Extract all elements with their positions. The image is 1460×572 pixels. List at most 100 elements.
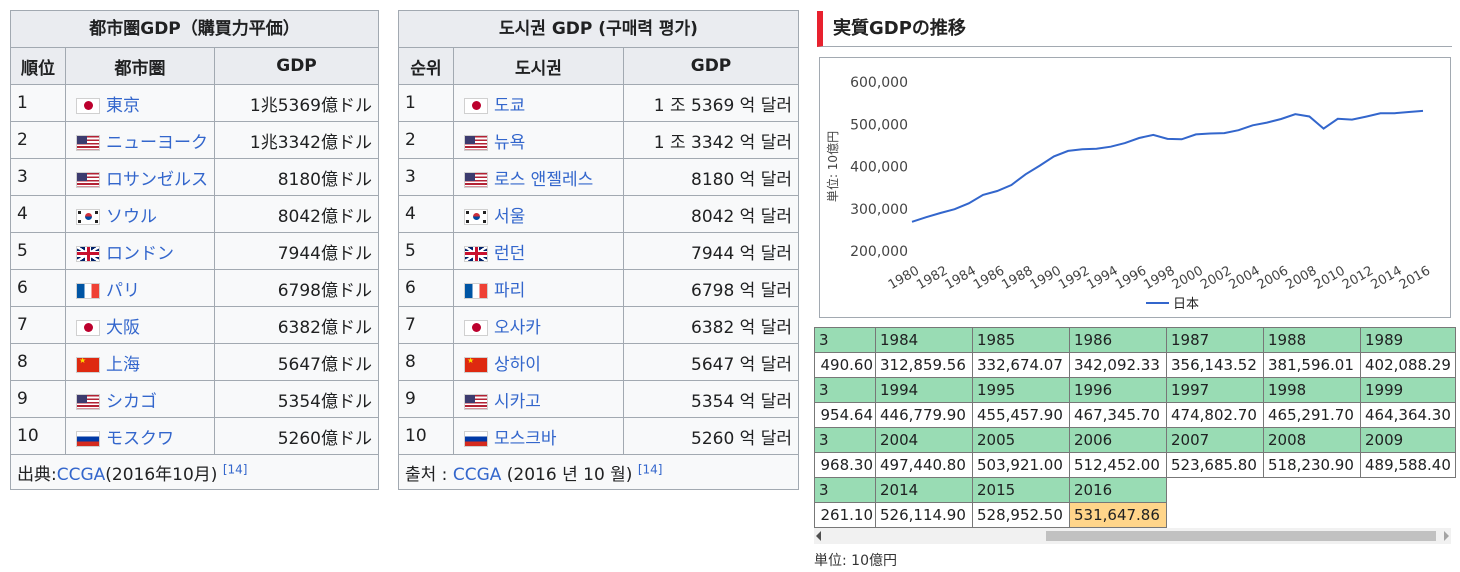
gdp-cell: 8180億ドル: [214, 158, 379, 196]
city-link[interactable]: 상하이: [494, 354, 541, 375]
city-link[interactable]: 뉴욕: [494, 132, 526, 153]
jp-footer-ref-link[interactable]: [14]: [222, 461, 248, 476]
city-link[interactable]: 도쿄: [494, 95, 526, 116]
city-cell: 서울: [453, 195, 624, 233]
scroll-right-arrow-icon[interactable]: [1444, 531, 1449, 541]
grid-year-cell: 1985: [972, 327, 1070, 353]
data-point: [1209, 132, 1211, 134]
table-row: 4 ソウル 8042億ドル: [10, 195, 379, 233]
city-link[interactable]: パリ: [106, 280, 140, 301]
grid-year-row: 3 1984 1985 1986 1987 1988 1989: [814, 327, 1456, 353]
kr-flag-icon: [464, 208, 488, 225]
rank-cell: 4: [398, 195, 454, 233]
city-cell: 上海: [65, 343, 215, 381]
table-row: 4 서울 8042 억 달러: [398, 195, 799, 233]
ru-flag-icon: [464, 430, 488, 447]
jp-header-city: 都市圏: [65, 47, 215, 85]
gdp-cell: 6382 억 달러: [623, 306, 799, 344]
city-link[interactable]: 파리: [494, 280, 526, 301]
grid-value-cell: 356,143.52: [1166, 352, 1264, 378]
city-link[interactable]: ソウル: [106, 206, 157, 227]
data-point: [1237, 129, 1239, 131]
us-flag-icon: [464, 393, 488, 410]
data-point: [1152, 134, 1154, 136]
data-point: [996, 190, 998, 192]
grid-value-cell: 381,596.01: [1263, 352, 1361, 378]
city-link[interactable]: ロサンゼルス: [106, 169, 208, 190]
grid-year-cell: 3: [814, 477, 876, 503]
jp-header-gdp: GDP: [214, 47, 379, 85]
grid-value-cell: 312,859.56: [875, 352, 973, 378]
jp-flag-icon: [464, 319, 488, 336]
city-cell: 로스 앤젤레스: [453, 158, 624, 196]
gdp-cell: 5354 억 달러: [623, 380, 799, 418]
table-row: 1 東京 1兆5369億ドル: [10, 84, 379, 122]
grid-value-cell: 526,114.90: [875, 502, 973, 528]
data-point: [1408, 111, 1410, 113]
grid-year-cell: 2014: [875, 477, 973, 503]
jp-flag-icon: [76, 97, 100, 114]
grid-year-cell: 1995: [972, 377, 1070, 403]
cn-flag-icon: [464, 356, 488, 373]
table-row: 10 モスクワ 5260億ドル: [10, 417, 379, 455]
scrollbar-thumb[interactable]: [1046, 531, 1436, 541]
kr-header-gdp: GDP: [623, 47, 799, 85]
kr-footer-prefix: 출처 :: [405, 464, 453, 485]
grid-value-cell: 467,345.70: [1069, 402, 1167, 428]
rank-cell: 4: [10, 195, 66, 233]
gdp-cell: 1 조 3342 억 달러: [623, 121, 799, 159]
city-link[interactable]: 上海: [106, 354, 140, 375]
city-cell: モスクワ: [65, 417, 215, 455]
rank-cell: 7: [398, 306, 454, 344]
city-link[interactable]: 런던: [494, 243, 526, 264]
city-link[interactable]: 로스 앤젤레스: [494, 169, 594, 190]
kr-footer-ccga-link[interactable]: CCGA: [452, 464, 502, 485]
cn-flag-icon: [76, 356, 100, 373]
city-cell: 시카고: [453, 380, 624, 418]
grid-year-cell: 2006: [1069, 427, 1167, 453]
grid-year-cell: 3: [814, 377, 876, 403]
us-flag-icon: [464, 171, 488, 188]
kr-footer-ref-link[interactable]: [14]: [637, 461, 663, 476]
scroll-left-arrow-icon[interactable]: [816, 531, 821, 541]
city-link[interactable]: 東京: [106, 95, 140, 116]
gdp-cell: 1 조 5369 억 달러: [623, 84, 799, 122]
data-point: [1393, 112, 1395, 114]
city-cell: 뉴욕: [453, 121, 624, 159]
city-cell: 모스크바: [453, 417, 624, 455]
data-point: [1294, 113, 1296, 115]
gdp-cell: 5354億ドル: [214, 380, 379, 418]
grid-year-cell: 2007: [1166, 427, 1264, 453]
kr-footer-suffix: (2016 년 10 월): [501, 464, 638, 485]
data-point: [1280, 118, 1282, 120]
kr-header-city: 도시권: [453, 47, 624, 85]
horizontal-scrollbar[interactable]: [814, 528, 1451, 544]
city-link[interactable]: ロンドン: [106, 243, 174, 264]
gdp-line-chart: 200,000 300,000 400,000 500,000 600,000 1980 1…: [819, 57, 1451, 318]
jp-footer-ccga-link[interactable]: CCGA: [56, 464, 106, 485]
data-point: [1422, 110, 1424, 112]
city-link[interactable]: モスクワ: [106, 428, 174, 449]
grid-value-cell: 464,364.30: [1360, 402, 1456, 428]
table-row: 8 상하이 5647 억 달러: [398, 343, 799, 381]
rank-cell: 10: [10, 417, 66, 455]
city-link[interactable]: 모스크바: [494, 428, 557, 449]
gdp-cell: 8042億ドル: [214, 195, 379, 233]
grid-year-cell: 1986: [1069, 327, 1167, 353]
rank-cell: 6: [10, 269, 66, 307]
city-link[interactable]: シカゴ: [106, 391, 157, 412]
data-point: [968, 202, 970, 204]
city-cell: ニューヨーク: [65, 121, 215, 159]
grid-value-cell: 512,452.00: [1069, 452, 1167, 478]
city-link[interactable]: 시카고: [494, 391, 541, 412]
kr-table-caption: 도시권 GDP (구매력 평가): [398, 10, 799, 47]
city-cell: 파리: [453, 269, 624, 307]
ru-flag-icon: [76, 430, 100, 447]
city-link[interactable]: 오사카: [494, 317, 541, 338]
city-link[interactable]: 大阪: [106, 317, 140, 338]
city-link[interactable]: ニューヨーク: [106, 132, 208, 153]
city-link[interactable]: 서울: [494, 206, 526, 227]
chart-svg: 200,000300,000400,000500,000600,00019801…: [825, 75, 1433, 312]
rank-cell: 9: [398, 380, 454, 418]
gdp-cell: 6382億ドル: [214, 306, 379, 344]
